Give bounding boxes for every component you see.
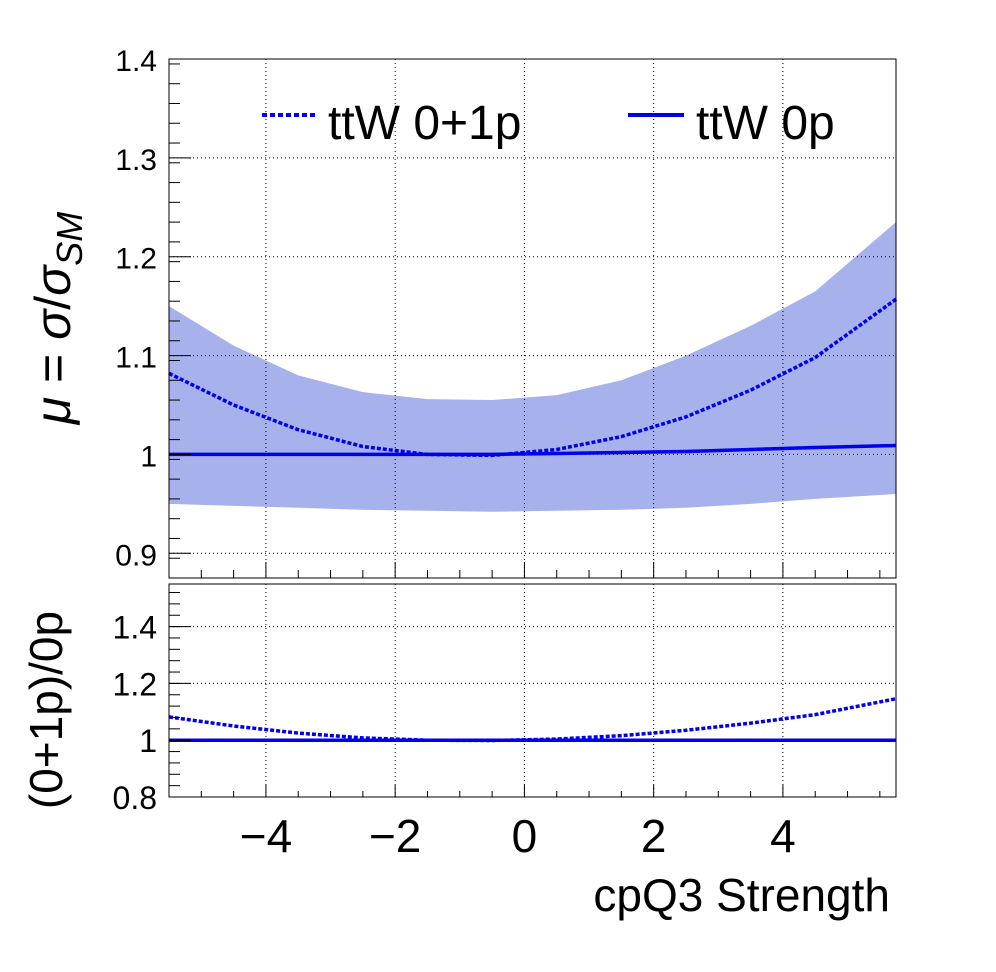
y-tick-label: 1.1	[115, 342, 157, 375]
top-grid	[169, 59, 896, 578]
top-y-axis-title: μ = σ/σSM	[25, 212, 90, 427]
x-axis-title: cpQ3 Strength	[593, 869, 890, 921]
x-tick-labels: −4 −2 0 2 4	[240, 810, 796, 862]
y-tick-label: 1.4	[115, 45, 157, 78]
top-y-tick-labels: 0.9 1 1.1 1.2 1.3 1.4	[115, 45, 157, 572]
top-ticks	[168, 58, 881, 579]
top-frame	[168, 58, 897, 579]
x-tick-label: −2	[369, 810, 421, 862]
legend-label-0p: ttW 0p	[696, 97, 835, 150]
legend: ttW 0+1p ttW 0p	[262, 97, 835, 150]
y-tick-label: 1	[139, 723, 157, 759]
series-ttw-0p1p-line	[168, 297, 898, 458]
x-tick-label: −4	[240, 810, 292, 862]
top-series	[168, 297, 898, 458]
bottom-y-axis-title: (0+1p)/0p	[20, 611, 72, 809]
bottom-frame	[168, 583, 897, 798]
bottom-grid	[169, 584, 896, 797]
x-tick-label: 0	[512, 810, 538, 862]
top-panel: 0.9 1 1.1 1.2 1.3 1.4	[115, 45, 898, 579]
legend-label-0p1p: ttW 0+1p	[328, 97, 521, 150]
y-tick-label: 0.8	[113, 780, 157, 816]
y-tick-label: 1.4	[113, 610, 157, 646]
x-tick-label: 2	[641, 810, 667, 862]
uncertainty-band-area	[169, 222, 896, 512]
uncertainty-band	[169, 222, 896, 512]
y-tick-label: 1.2	[115, 243, 157, 276]
x-tick-label: 4	[770, 810, 796, 862]
bottom-series	[168, 697, 897, 743]
bottom-y-tick-labels: 0.8 1 1.2 1.4	[113, 610, 157, 816]
bottom-ticks	[168, 592, 881, 798]
y-tick-label: 1.3	[115, 144, 157, 177]
y-tick-label: 1	[140, 440, 157, 473]
series-ttw-0p-line	[169, 443, 897, 457]
y-tick-label: 1.2	[113, 666, 157, 702]
bottom-panel: 0.8 1 1.2 1.4 −4 −2 0 2 4	[113, 583, 897, 862]
y-tick-label: 0.9	[115, 539, 157, 572]
series-ttw-0p1p-line	[168, 697, 897, 743]
